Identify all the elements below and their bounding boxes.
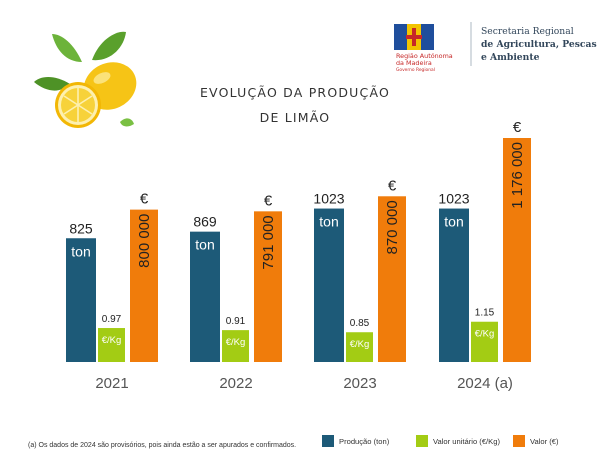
data-label-unit-value-3: 1.15 <box>475 308 495 319</box>
data-label-unit-value-2: 0.85 <box>350 318 370 329</box>
lemon-slice-segments <box>63 88 93 122</box>
secretaria-line-3: e Ambiente <box>481 52 540 63</box>
region-logo: Região Autónoma da Madeira Governo Regio… <box>394 24 453 73</box>
region-line-3: Governo Regional <box>396 67 435 73</box>
unit-label-value-3: € <box>513 119 522 136</box>
bar-production-2 <box>314 208 344 362</box>
bar-value-1 <box>254 211 282 362</box>
secretaria-line-2: de Agricultura, Pescas <box>481 39 597 50</box>
legend-label-unit-value: Valor unitário (€/Kg) <box>433 437 500 446</box>
data-label-production-1: 869 <box>193 214 217 230</box>
region-line-2: da Madeira <box>396 59 432 67</box>
unit-label-unit-value-0: €/Kg <box>102 335 122 346</box>
leaf-icon <box>120 118 134 127</box>
bar-unit-value-1 <box>222 330 249 362</box>
legend-label-value: Valor (€) <box>530 437 559 446</box>
bar-production-3 <box>439 208 469 362</box>
footnote: (a) Os dados de 2024 são provisórios, po… <box>28 442 296 449</box>
bar-unit-value-3 <box>471 321 498 362</box>
secretaria-line-1: Secretaria Regional <box>481 26 574 37</box>
unit-label-unit-value-2: €/Kg <box>350 339 370 350</box>
leaf-icon <box>92 31 126 61</box>
unit-label-production-2: ton <box>319 214 338 230</box>
data-label-value-2: 870 000 <box>384 200 401 254</box>
bar-value-2 <box>378 196 406 362</box>
bar-production-0 <box>66 238 96 362</box>
flag-stripe-right <box>421 24 434 50</box>
legend-label-production: Produção (ton) <box>339 437 390 446</box>
unit-label-production-0: ton <box>71 243 90 259</box>
unit-label-production-3: ton <box>444 214 463 230</box>
flag-stripe-left <box>394 24 407 50</box>
legend: Produção (ton) Valor unitário (€/Kg) Val… <box>322 435 559 447</box>
category-label-0: 2021 <box>95 375 128 392</box>
bar-unit-value-2 <box>346 332 373 362</box>
legend-swatch-production <box>322 435 334 447</box>
category-label-1: 2022 <box>219 375 252 392</box>
unit-label-value-1: € <box>264 192 273 209</box>
unit-label-unit-value-1: €/Kg <box>226 337 246 348</box>
unit-label-value-0: € <box>140 191 149 208</box>
data-label-unit-value-0: 0.97 <box>102 314 122 325</box>
data-label-value-3: 1 176 000 <box>509 142 526 209</box>
chart-title-line-1: EVOLUÇÃO DA PRODUÇÃO <box>200 85 390 100</box>
bars-layer: 825 ton 0.97 €/Kg €800 000 2021 869 ton 0.91 €/Kg… <box>66 119 531 392</box>
data-label-value-0: 800 000 <box>136 214 153 268</box>
cross-icon <box>406 28 422 46</box>
legend-swatch-value <box>513 435 525 447</box>
leaf-icon <box>52 34 82 62</box>
lemon-illustration <box>34 31 137 128</box>
lemon-highlight-icon <box>93 72 111 84</box>
region-line-1: Região Autónoma <box>396 52 453 60</box>
category-label-2: 2023 <box>343 375 376 392</box>
data-label-production-0: 825 <box>69 220 93 236</box>
leaf-icon <box>34 77 70 91</box>
bar-value-3 <box>503 138 531 362</box>
chart-title-line-2: DE LIMÃO <box>260 110 331 125</box>
data-label-production-3: 1023 <box>438 191 469 207</box>
legend-swatch-unit-value <box>416 435 428 447</box>
unit-label-unit-value-3: €/Kg <box>475 329 495 340</box>
bar-production-1 <box>190 231 220 362</box>
unit-label-production-1: ton <box>195 237 214 253</box>
bar-unit-value-0 <box>98 328 125 362</box>
data-label-production-2: 1023 <box>313 191 344 207</box>
category-label-3: 2024 (a) <box>457 375 513 392</box>
bar-value-0 <box>130 209 158 362</box>
data-label-value-1: 791 000 <box>260 215 277 269</box>
data-label-unit-value-1: 0.91 <box>226 316 246 327</box>
unit-label-value-2: € <box>388 177 397 194</box>
